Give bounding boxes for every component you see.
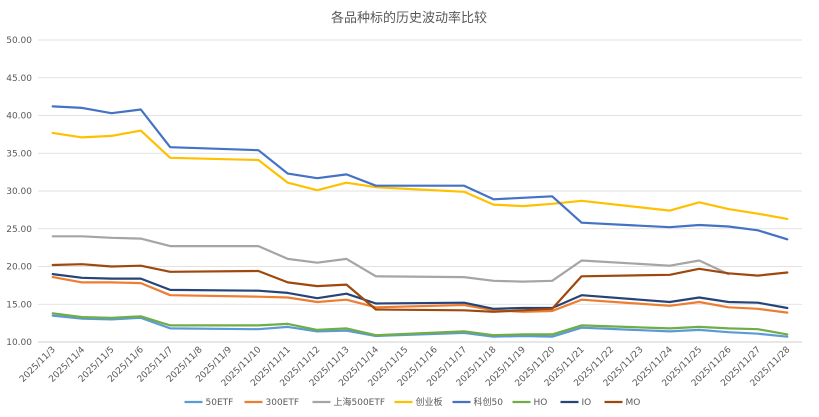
series-line-50ETF: [51, 314, 789, 338]
series-layer: [51, 105, 789, 338]
legend-label: 科创50: [474, 396, 504, 408]
series-line-创业板: [51, 129, 789, 220]
legend-item-MO: MO: [604, 398, 641, 408]
y-tick-label: 45.00: [6, 74, 32, 84]
y-tick-label: 50.00: [6, 36, 32, 46]
legend-item-50ETF: 50ETF: [184, 398, 234, 408]
legend-item-创业板: 创业板: [394, 396, 443, 408]
y-axis-ticks: 10.00 15.00 20.00 25.00 30.00 35.00 40.00 45.00…: [6, 36, 32, 348]
legend-item-科创50: 科创50: [452, 396, 504, 408]
legend-label: MO: [626, 398, 641, 408]
y-tick-label: 25.00: [6, 225, 32, 235]
legend-label: 创业板: [416, 396, 443, 408]
series-line-300ETF: [51, 276, 789, 314]
series-line-科创50: [51, 105, 789, 241]
y-tick-label: 40.00: [6, 112, 32, 122]
y-tick-label: 10.00: [6, 338, 32, 348]
series-line-上海500ETF: [51, 235, 730, 283]
y-tick-label: 15.00: [6, 300, 32, 310]
y-tick-label: 35.00: [6, 149, 32, 159]
legend-label: 上海500ETF: [334, 396, 386, 408]
x-axis-ticks: 2025/11/32025/11/42025/11/52025/11/62025…: [18, 345, 793, 389]
grid-layer: [38, 39, 802, 343]
legend-item-上海500ETF: 上海500ETF: [312, 396, 386, 408]
series-line-MO: [51, 263, 789, 313]
legend-item-300ETF: 300ETF: [244, 398, 300, 408]
legend-item-IO: IO: [560, 398, 592, 408]
legend: 50ETF 300ETF 上海500ETF 创业板 科创50 HO IO MO: [184, 396, 641, 408]
legend-label: 300ETF: [266, 398, 300, 408]
legend-label: IO: [582, 398, 592, 408]
y-tick-label: 20.00: [6, 263, 32, 273]
legend-item-HO: HO: [512, 398, 548, 408]
series-line-HO: [51, 312, 789, 337]
series-line-IO: [51, 273, 789, 310]
legend-label: 50ETF: [206, 398, 234, 408]
y-tick-label: 30.00: [6, 187, 32, 197]
legend-label: HO: [534, 398, 548, 408]
chart-title: 各品种标的历史波动率比较: [331, 10, 487, 26]
